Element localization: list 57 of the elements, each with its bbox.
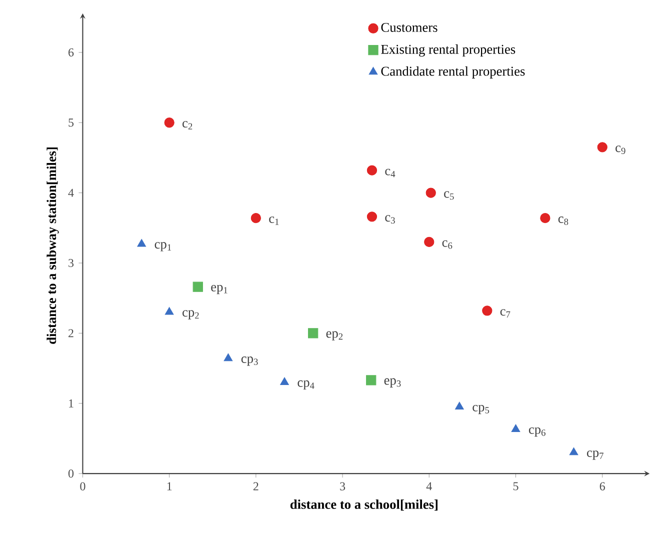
point — [192, 282, 203, 292]
legend-label: Candidate rental properties — [381, 66, 525, 78]
point — [569, 447, 578, 456]
annotation: c$_{7}$ — [500, 309, 510, 318]
annotation: c$_{6}$ — [442, 240, 452, 249]
point — [455, 402, 464, 410]
x-tick-label: 0 — [80, 482, 86, 490]
y-tick-label: 4 — [68, 188, 74, 197]
x-tick-label: 3 — [340, 482, 346, 490]
x-tick-label: 1 — [167, 482, 172, 490]
point — [250, 212, 261, 224]
x-tick-label: 6 — [600, 482, 605, 490]
annotation: c$_{2}$ — [182, 121, 192, 130]
point — [366, 165, 378, 176]
annotation: ep$_{1}$ — [211, 284, 228, 294]
annotation: cp$_{2}$ — [182, 310, 199, 320]
point — [511, 424, 520, 432]
point — [366, 375, 376, 386]
x-axis-title: distance to a school[miles] — [290, 499, 438, 510]
point — [137, 238, 146, 247]
point — [597, 142, 608, 152]
y-tick-label: 5 — [68, 118, 74, 126]
point — [424, 236, 434, 247]
annotation: c$_{5}$ — [444, 191, 454, 200]
point — [426, 188, 436, 198]
annotation: ep$_{3}$ — [384, 378, 401, 388]
y-tick-label: 0 — [68, 469, 74, 478]
point — [308, 328, 318, 338]
annotation: c$_{1}$ — [269, 216, 279, 225]
y-tick-label: 3 — [68, 258, 74, 267]
legend-label: Existing rental properties — [381, 44, 516, 56]
annotation: c$_{8}$ — [558, 216, 568, 225]
point — [540, 212, 550, 224]
annotation: c$_{3}$ — [385, 215, 395, 224]
annotation: c$_{4}$ — [385, 168, 396, 178]
point — [164, 306, 174, 315]
y-tick-label: 6 — [68, 48, 74, 56]
annotation: cp$_{5}$ — [472, 404, 490, 414]
y-tick-label: 1 — [69, 399, 74, 408]
point — [224, 353, 233, 362]
annotation: cp$_{1}$ — [154, 242, 172, 252]
point — [366, 211, 378, 222]
annotation: cp$_{3}$ — [241, 356, 258, 366]
legend-label: Customers — [381, 22, 438, 32]
annotation: ep$_{2}$ — [326, 331, 343, 340]
annotation: cp$_{6}$ — [528, 427, 546, 436]
x-tick-label: 5 — [513, 482, 518, 490]
point — [280, 377, 289, 385]
point — [482, 306, 492, 316]
x-tick-label: 4 — [426, 482, 432, 490]
y-axis-title: distance to a subway station[miles] — [46, 147, 59, 344]
annotation: c$_{9}$ — [616, 146, 626, 154]
annotation: cp$_{4}$ — [298, 380, 314, 390]
annotation: cp$_{7}$ — [586, 450, 604, 460]
x-tick-label: 2 — [253, 482, 258, 490]
y-tick-label: 2 — [68, 329, 74, 338]
point — [164, 117, 174, 128]
